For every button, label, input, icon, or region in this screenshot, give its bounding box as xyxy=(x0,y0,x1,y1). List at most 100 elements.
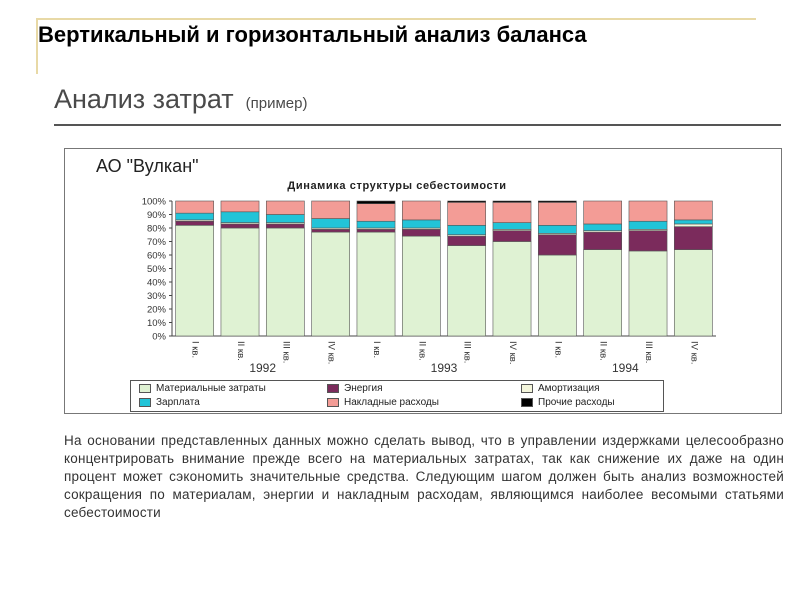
bar-segment xyxy=(265,214,305,223)
bar-segment xyxy=(447,235,487,246)
bar-segment xyxy=(492,241,532,337)
bar-segment xyxy=(175,200,215,214)
y-tick-label: 80% xyxy=(147,224,167,235)
bar-segment xyxy=(401,219,441,229)
bar-segment xyxy=(673,219,713,225)
y-tick-label: 0% xyxy=(152,332,166,343)
bar-segment xyxy=(220,211,260,223)
bar-segment xyxy=(583,223,623,232)
title-top-rule xyxy=(36,18,756,20)
bar-segment xyxy=(447,202,487,226)
y-tick-label: 40% xyxy=(147,278,167,289)
legend-label: Зарплата xyxy=(156,397,200,408)
bar-segment xyxy=(220,200,260,213)
bar-segment xyxy=(447,200,487,203)
x-tick-label: II кв. xyxy=(598,341,609,361)
bar-segment xyxy=(220,227,260,337)
legend-swatch xyxy=(139,398,151,407)
bar-segment xyxy=(356,203,396,222)
bar-segment xyxy=(356,200,396,204)
bar-segment xyxy=(537,202,577,226)
bar-segment xyxy=(537,224,577,234)
bar-segment xyxy=(265,223,305,229)
bar-segment xyxy=(492,230,532,242)
company-name: АО "Вулкан" xyxy=(96,156,199,176)
bar-segment xyxy=(447,224,487,236)
y-tick-label: 100% xyxy=(142,197,167,208)
legend-item-depreciation: Амортизация xyxy=(521,383,600,394)
year-label: 1993 xyxy=(431,361,458,375)
bar-segment xyxy=(311,200,351,219)
bar-segment xyxy=(447,245,487,337)
bar-segment xyxy=(628,200,668,222)
chart-title: Динамика структуры себестоимости xyxy=(287,180,507,192)
legend-swatch xyxy=(521,398,533,407)
y-tick-label: 10% xyxy=(147,318,167,329)
x-tick-label: IV кв. xyxy=(326,341,337,364)
bar-segment xyxy=(628,230,668,252)
y-tick-label: 60% xyxy=(147,251,167,262)
x-tick-label: III кв. xyxy=(280,341,291,363)
bar-segment xyxy=(537,234,577,256)
bar-segment xyxy=(356,231,396,337)
legend-item-energy: Энергия xyxy=(327,383,382,394)
bar-segment xyxy=(401,200,441,221)
bar-segment xyxy=(673,226,713,250)
legend-item-materials: Материальные затраты xyxy=(139,383,266,394)
bar-segment xyxy=(265,227,305,337)
legend-item-overhead: Накладные расходы xyxy=(327,397,439,408)
bar-segment xyxy=(175,212,215,221)
y-tick-label: 20% xyxy=(147,305,167,316)
x-tick-label: III кв. xyxy=(462,341,473,363)
bar-segment xyxy=(537,254,577,337)
x-tick-label: II кв. xyxy=(416,341,427,361)
slide-title: Вертикальный и горизонтальный анализ бал… xyxy=(38,22,587,47)
legend-swatch xyxy=(139,384,151,393)
bar-segment xyxy=(265,200,305,215)
section-heading-note: (пример) xyxy=(245,95,308,112)
bar-segment xyxy=(583,249,623,337)
y-tick-label: 30% xyxy=(147,291,167,302)
stacked-bar-chart: 0% 10% 20% 30% 40% 50% 60% 70% 80% 90% 100% I кв. II… xyxy=(142,197,716,375)
bar-segment xyxy=(628,220,668,230)
bar-segment xyxy=(673,200,713,221)
legend-item-salary: Зарплата xyxy=(139,397,200,408)
title-side-rule xyxy=(36,18,38,74)
bar-segment xyxy=(356,220,396,229)
bar-segment xyxy=(175,220,215,226)
bar-segment xyxy=(673,223,713,227)
legend-item-other: Прочие расходы xyxy=(521,397,615,408)
year-label: 1994 xyxy=(612,361,639,375)
legend-swatch xyxy=(327,398,339,407)
x-tick-label: II кв. xyxy=(235,341,246,361)
chart-legend: Материальные затраты Энергия Амортизация… xyxy=(130,380,664,412)
conclusion-paragraph: На основании представленных данных можно… xyxy=(64,433,784,520)
bar-segment xyxy=(401,235,441,337)
x-tick-label: I кв. xyxy=(552,341,563,358)
x-tick-label: IV кв. xyxy=(507,341,518,364)
legend-swatch xyxy=(521,384,533,393)
bar-segment xyxy=(583,200,623,225)
legend-label: Накладные расходы xyxy=(344,397,439,408)
x-tick-label: IV кв. xyxy=(688,341,699,364)
bar-segment xyxy=(401,229,441,237)
bar-segment xyxy=(311,231,351,337)
year-label: 1992 xyxy=(249,361,276,375)
legend-label: Амортизация xyxy=(538,383,600,394)
x-tick-label: I кв. xyxy=(190,341,201,358)
bar-segment xyxy=(492,222,532,230)
section-heading-main: Анализ затрат xyxy=(54,84,234,114)
bar-segment xyxy=(356,229,396,233)
y-tick-label: 70% xyxy=(147,237,167,248)
legend-label: Материальные затраты xyxy=(156,383,266,394)
bar-segment xyxy=(492,202,532,223)
bar-segment xyxy=(311,229,351,233)
y-tick-label: 90% xyxy=(147,210,167,221)
bar-segment xyxy=(673,249,713,337)
bar-segment xyxy=(492,200,532,203)
x-tick-label: I кв. xyxy=(371,341,382,358)
section-divider xyxy=(54,124,781,126)
bar-segment xyxy=(220,223,260,229)
x-tick-label: III кв. xyxy=(643,341,654,363)
legend-label: Энергия xyxy=(344,383,383,394)
